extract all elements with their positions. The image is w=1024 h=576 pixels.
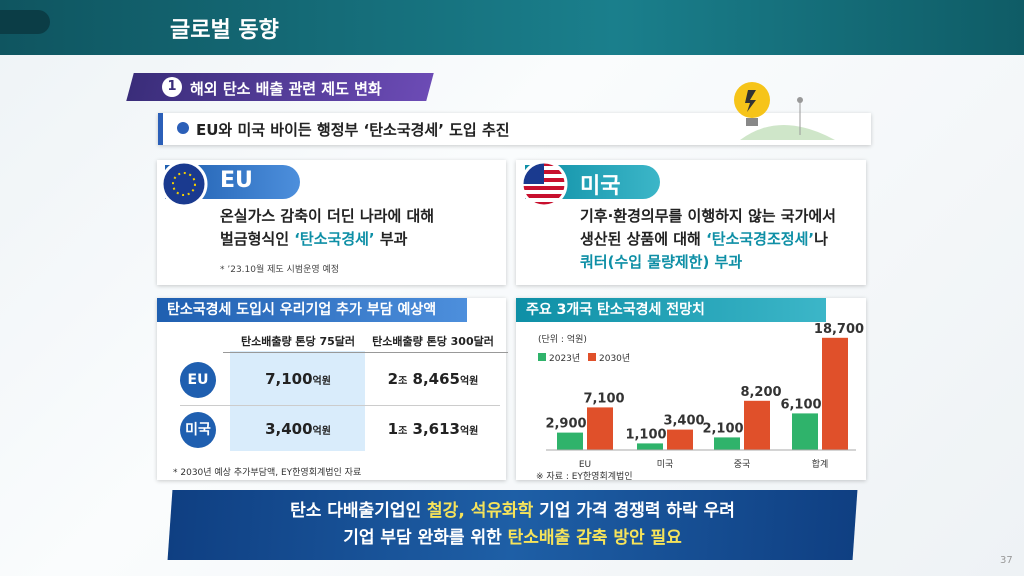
text-line: 벌금형식인 ‘탄소국경세’ 부과: [220, 228, 434, 251]
text-line: 탄소 다배출기업인 철강, 석유화학 기업 가격 경쟁력 하락 우려: [170, 498, 855, 525]
card-title: EU: [220, 168, 253, 193]
bar: [587, 407, 613, 450]
text-segment: 철강, 석유화학: [427, 501, 534, 521]
row-label: EU: [180, 362, 216, 398]
bulb-illustration: [734, 82, 835, 140]
text-segment: ‘탄소국경세’: [294, 230, 375, 248]
subtitle: EU와 미국 바이든 행정부 ‘탄소국경세’ 도입 추진: [196, 121, 510, 139]
text-segment: 기업 부담 완화를 위한: [343, 528, 508, 548]
chart-source: ※ 자료 : EY한영회계법인: [536, 470, 633, 480]
bar: [557, 432, 583, 450]
header-tab: [0, 10, 50, 34]
text-line: 생산된 상품에 대해 ‘탄소국경조정세’나: [580, 228, 836, 251]
table-highlight: [230, 351, 365, 451]
card-note: * ’23.10월 제도 시범운영 예정: [220, 265, 340, 275]
bar: [667, 429, 693, 450]
page-number: 37: [1000, 555, 1013, 566]
section-number: 1: [162, 77, 182, 97]
table-note: * 2030년 예상 추가부담액, EY한영회계법인 자료: [173, 468, 362, 478]
table-cell: 1조 3,613억원: [387, 420, 479, 438]
table-cell: 2조 8,465억원: [387, 370, 479, 388]
x-tick-label: 미국: [657, 459, 674, 470]
text-segment: 쿼터(수입 물량제한) 부과: [580, 253, 743, 271]
bar: [744, 400, 770, 450]
x-tick-label: EU: [579, 460, 591, 470]
text-line: 온실가스 감축이 더딘 나라에 대해: [220, 205, 434, 228]
section-title: 해외 탄소 배출 관련 제도 변화: [190, 80, 382, 98]
row-divider: [180, 405, 500, 406]
text-segment: 나: [814, 230, 828, 248]
value-label: 7,100: [583, 391, 624, 406]
x-tick-label: 합계: [812, 458, 829, 470]
chart-title: 주요 3개국 탄소국경세 전망치: [516, 298, 826, 322]
value-label: 1,100: [625, 427, 666, 442]
legend-swatch: [538, 353, 546, 361]
header-title: 글로벌 동향: [170, 18, 279, 43]
chart: (단위 : 억원) 2023년 2030년 EU 2,900 7,100 미국 1,1003,…: [536, 322, 864, 480]
text-segment: 생산된 상품에 대해: [580, 230, 707, 248]
column-header: 탄소배출량 톤당 300달러: [358, 333, 508, 353]
value-label: 8,200: [740, 385, 781, 400]
table-title: 탄소국경세 도입시 우리기업 추가 부담 예상액: [157, 298, 467, 322]
text-segment: 기후·환경의무를 이행하지 않는 국가에서: [580, 207, 836, 225]
bar: [714, 437, 740, 450]
bar: [792, 413, 818, 450]
header-bar: [0, 0, 1024, 55]
value-label: 2,100: [702, 421, 743, 436]
bar: [822, 337, 848, 450]
us-flag: [520, 160, 568, 208]
value-label: 6,100: [780, 397, 821, 412]
column-header: 탄소배출량 톤당 75달러: [223, 333, 373, 353]
card-title: 미국: [580, 174, 621, 199]
text-segment: 기업 가격 경쟁력 하락 우려: [533, 501, 735, 521]
value-label: 2,900: [545, 417, 586, 432]
eu-flag: [160, 160, 208, 208]
bar: [637, 443, 663, 450]
text-segment: ‘탄소국경조정세’: [706, 230, 815, 248]
table-cell: 7,100억원: [265, 370, 331, 388]
table-cell: 3,400억원: [265, 420, 331, 438]
legend-swatch: [588, 353, 596, 361]
text-line: 쿼터(수입 물량제한) 부과: [580, 251, 836, 274]
legend-label: 2023년: [549, 353, 580, 364]
x-tick-label: 중국: [734, 459, 751, 470]
row-label: 미국: [180, 412, 216, 448]
chart-unit: (단위 : 억원): [538, 333, 587, 345]
text-segment: 부과: [374, 230, 408, 248]
legend-label: 2030년: [599, 353, 630, 364]
text-line: 기후·환경의무를 이행하지 않는 국가에서: [580, 205, 836, 228]
banner-text: 탄소 다배출기업인 철강, 석유화학 기업 가격 경쟁력 하락 우려 기업 부담 …: [170, 498, 855, 552]
text-segment: 온실가스 감축이 더딘 나라에 대해: [220, 207, 435, 225]
value-label: 18,700: [814, 322, 864, 337]
check-icon: [177, 122, 189, 134]
text-segment: 탄소배출 감축 방안 필요: [507, 528, 682, 548]
text-segment: 벌금형식인: [220, 230, 295, 248]
text-line: 기업 부담 완화를 위한 탄소배출 감축 방안 필요: [170, 525, 855, 552]
value-label: 3,400: [663, 414, 704, 429]
text-segment: 탄소 다배출기업인: [290, 501, 428, 521]
